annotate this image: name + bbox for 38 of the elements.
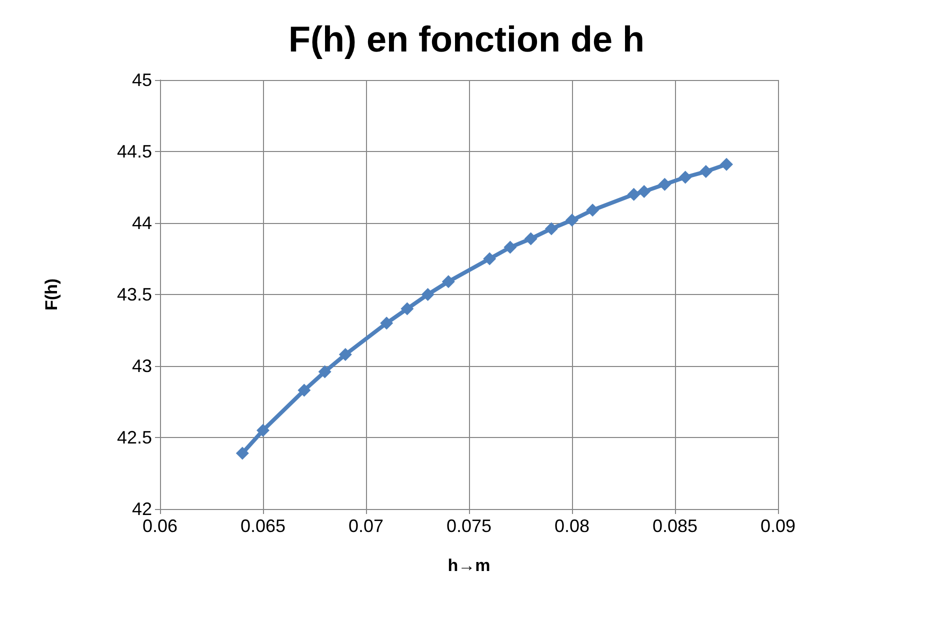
point	[483, 252, 496, 266]
point	[504, 240, 517, 254]
x-tick-label: 0.07	[348, 516, 384, 536]
point	[524, 232, 538, 246]
point	[699, 165, 712, 178]
point	[400, 302, 414, 316]
point	[627, 188, 640, 201]
point	[586, 204, 600, 217]
x-tick-label: 0.06	[142, 516, 178, 536]
chart-title: F(h) en fonction de h	[288, 18, 644, 60]
y-tick-label: 43.5	[116, 284, 152, 304]
x-tick-label: 0.075	[446, 516, 492, 536]
y-tick-label: 45	[132, 70, 152, 90]
x-axis-title: h→m	[448, 556, 490, 575]
point	[256, 424, 270, 437]
point	[421, 288, 434, 301]
point	[236, 446, 249, 460]
point	[658, 178, 672, 191]
point	[338, 348, 352, 362]
x-tick-label: 0.09	[760, 516, 796, 536]
point	[720, 158, 733, 171]
point	[380, 316, 394, 330]
point	[442, 275, 455, 288]
point	[678, 170, 692, 184]
x-tick-label: 0.08	[554, 516, 590, 536]
x-tick-label: 0.065	[240, 516, 286, 536]
point	[544, 222, 558, 236]
point	[298, 384, 311, 397]
point	[566, 214, 578, 227]
y-tick-label: 44	[132, 213, 152, 233]
y-tick-label: 43	[132, 356, 152, 376]
point	[638, 185, 651, 198]
y-tick-label: 42	[132, 499, 152, 519]
x-tick-label: 0.085	[652, 516, 698, 536]
point	[318, 365, 332, 378]
y-tick-label: 42.5	[116, 428, 152, 448]
y-tick-label: 44.5	[116, 142, 152, 162]
y-axis-title: F(h)	[42, 278, 61, 311]
